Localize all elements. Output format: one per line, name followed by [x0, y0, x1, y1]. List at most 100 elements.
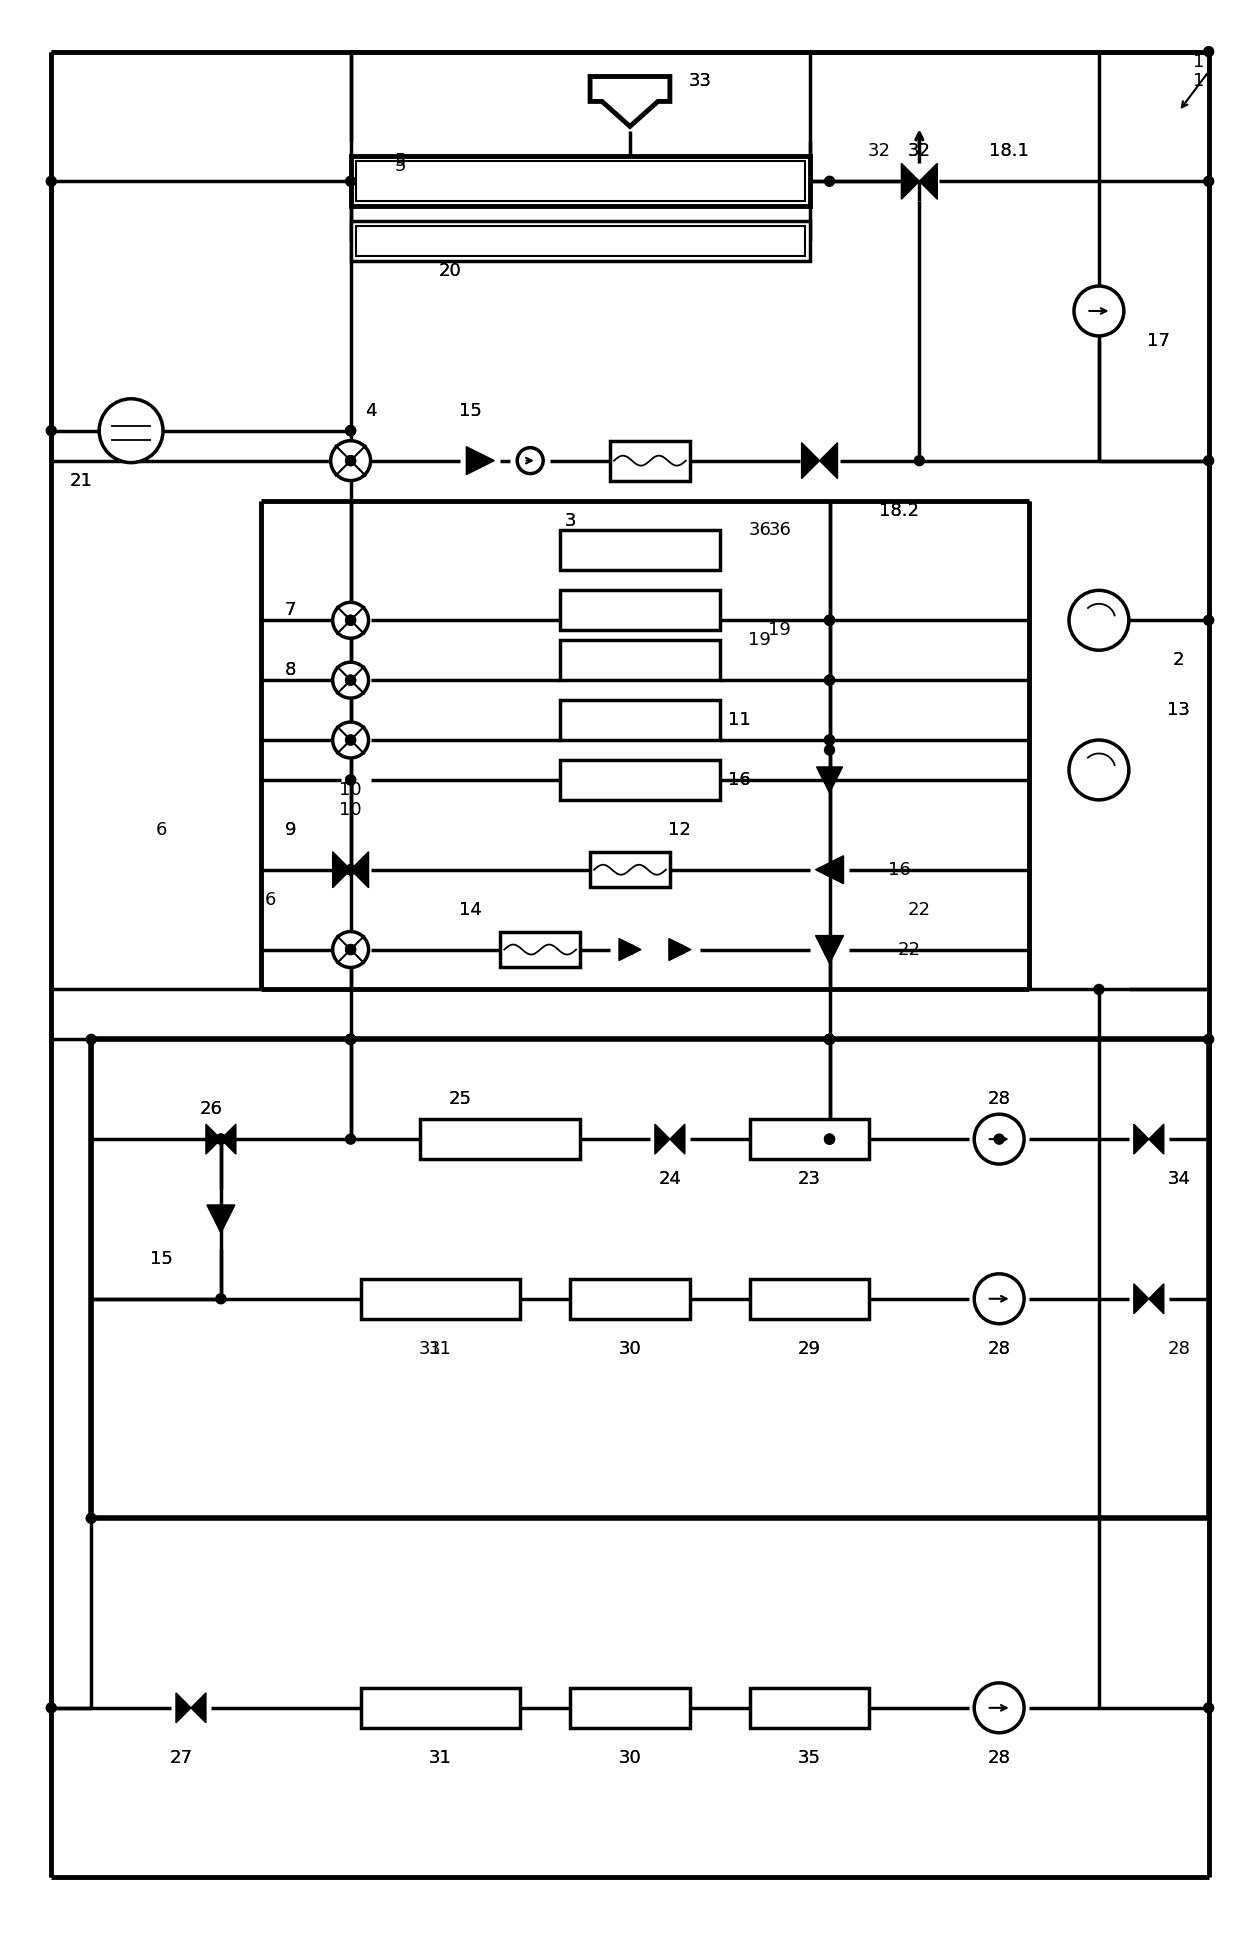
Bar	[560, 760, 719, 801]
Circle shape	[346, 1033, 356, 1045]
Text: 22: 22	[908, 900, 931, 919]
Text: 28: 28	[988, 1090, 1011, 1109]
Text: 33: 33	[688, 72, 712, 91]
Text: 28: 28	[988, 1340, 1011, 1357]
Bar	[500, 933, 580, 968]
Circle shape	[825, 745, 835, 754]
Circle shape	[216, 1134, 226, 1144]
Polygon shape	[1148, 1284, 1164, 1315]
Text: 27: 27	[170, 1749, 192, 1766]
Text: 13: 13	[1167, 702, 1190, 719]
Circle shape	[99, 399, 162, 463]
Text: 32: 32	[868, 142, 890, 161]
Circle shape	[825, 456, 835, 465]
Bar	[420, 1119, 580, 1160]
Circle shape	[216, 1134, 226, 1144]
Text: 28: 28	[1167, 1340, 1190, 1357]
Polygon shape	[820, 442, 837, 479]
Circle shape	[975, 1683, 1024, 1733]
Text: 3: 3	[564, 512, 575, 529]
Circle shape	[825, 675, 835, 684]
Text: 18.2: 18.2	[879, 502, 919, 520]
Circle shape	[346, 776, 356, 785]
Circle shape	[825, 1033, 835, 1045]
Bar	[750, 1280, 869, 1319]
Text: 11: 11	[728, 712, 751, 729]
Circle shape	[216, 1293, 226, 1303]
Text: 5: 5	[394, 157, 407, 175]
Bar	[590, 853, 670, 888]
Circle shape	[1069, 589, 1128, 650]
Text: 28: 28	[988, 1749, 1011, 1766]
Text: 28: 28	[988, 1749, 1011, 1766]
Text: 17: 17	[1147, 332, 1171, 349]
Text: 6: 6	[155, 820, 166, 840]
Polygon shape	[655, 1125, 670, 1154]
Circle shape	[825, 944, 835, 954]
Bar	[560, 700, 719, 741]
Text: 6: 6	[265, 890, 277, 909]
Text: 23: 23	[799, 1169, 821, 1189]
Circle shape	[975, 1274, 1024, 1324]
Circle shape	[1204, 1033, 1214, 1045]
Circle shape	[87, 1512, 97, 1524]
Bar	[351, 221, 810, 262]
Polygon shape	[816, 937, 843, 964]
Text: 16: 16	[728, 772, 751, 789]
Circle shape	[332, 603, 368, 638]
Text: 7: 7	[285, 601, 296, 619]
Polygon shape	[206, 1125, 221, 1154]
Bar	[361, 1280, 521, 1319]
Circle shape	[825, 176, 835, 186]
Circle shape	[825, 615, 835, 624]
Text: 26: 26	[200, 1099, 222, 1119]
Text: 13: 13	[1167, 702, 1190, 719]
Polygon shape	[207, 1204, 234, 1233]
Text: 33: 33	[688, 72, 712, 91]
Circle shape	[1204, 176, 1214, 186]
Bar	[750, 1687, 869, 1728]
Polygon shape	[901, 163, 919, 200]
Text: 19: 19	[748, 632, 771, 650]
Circle shape	[825, 1134, 835, 1144]
Circle shape	[46, 176, 56, 186]
Text: 2: 2	[1173, 652, 1184, 669]
Circle shape	[346, 456, 356, 465]
Polygon shape	[668, 938, 691, 960]
Text: 20: 20	[439, 262, 461, 279]
Text: 35: 35	[799, 1749, 821, 1766]
Polygon shape	[176, 1693, 191, 1724]
Bar	[560, 589, 719, 630]
Text: 23: 23	[799, 1169, 821, 1189]
Polygon shape	[817, 768, 842, 793]
Text: 36: 36	[769, 522, 791, 539]
Text: 20: 20	[439, 262, 461, 279]
Circle shape	[346, 1134, 356, 1144]
Circle shape	[825, 735, 835, 745]
Text: 15: 15	[150, 1251, 172, 1268]
Circle shape	[825, 776, 835, 785]
Circle shape	[1204, 456, 1214, 465]
Polygon shape	[191, 1693, 206, 1724]
Text: 32: 32	[908, 142, 931, 161]
Bar	[570, 1687, 689, 1728]
Circle shape	[825, 615, 835, 624]
Circle shape	[46, 427, 56, 436]
Text: 29: 29	[799, 1340, 821, 1357]
Circle shape	[825, 1033, 835, 1045]
Polygon shape	[1133, 1284, 1148, 1315]
Circle shape	[332, 663, 368, 698]
Circle shape	[346, 735, 356, 745]
Text: 10: 10	[340, 781, 362, 799]
Polygon shape	[590, 76, 670, 126]
Text: 12: 12	[668, 820, 692, 840]
Text: 30: 30	[619, 1340, 641, 1357]
Text: 32: 32	[908, 142, 931, 161]
Text: 1: 1	[1193, 72, 1204, 91]
Circle shape	[46, 1702, 56, 1712]
Text: 21: 21	[69, 471, 93, 491]
Text: 15: 15	[459, 401, 482, 419]
Circle shape	[517, 448, 543, 473]
Bar	[361, 1687, 521, 1728]
Circle shape	[346, 427, 356, 436]
